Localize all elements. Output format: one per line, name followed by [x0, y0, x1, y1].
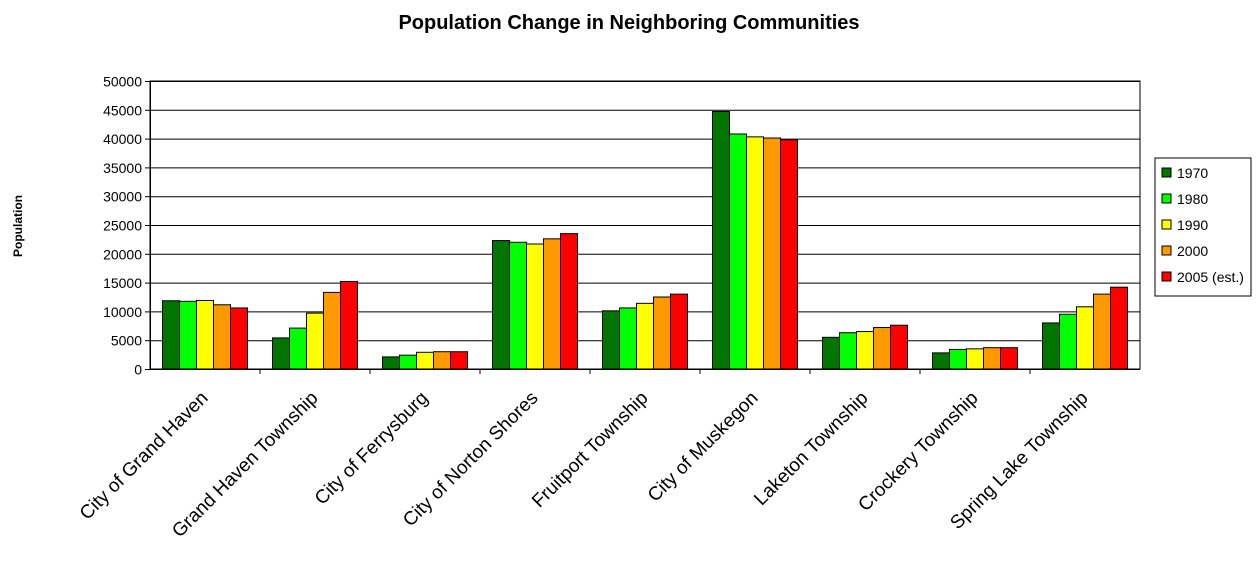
legend-label: 2000	[1177, 243, 1208, 259]
bar	[670, 293, 688, 370]
bar	[839, 332, 857, 370]
y-tick-label: 30000	[103, 189, 142, 205]
legend: 1970 1980 1990 2000 2005 (est.)	[1154, 157, 1252, 297]
bar	[560, 233, 578, 370]
y-tick-label: 0	[134, 362, 142, 378]
bar	[340, 280, 358, 370]
y-axis-label: Population	[11, 195, 25, 257]
y-tick-label: 10000	[103, 304, 142, 320]
bar	[1042, 322, 1060, 370]
y-tick-label: 35000	[103, 160, 142, 176]
bar	[399, 354, 417, 370]
y-tick-labels: 0 5000 10000 15000 20000 25000 30000 35000 40000…	[103, 74, 142, 378]
bar	[162, 300, 180, 370]
bar	[932, 352, 950, 370]
x-tick-label: City of Muskegon	[644, 388, 763, 507]
y-tick-label: 25000	[103, 218, 142, 234]
legend-swatch	[1161, 271, 1172, 282]
bar	[780, 139, 798, 370]
legend-swatch	[1161, 219, 1172, 230]
bar	[526, 243, 544, 370]
bar	[272, 337, 290, 370]
bar	[729, 133, 747, 370]
bar	[1000, 347, 1018, 370]
bar	[433, 351, 451, 370]
legend-swatch	[1161, 167, 1172, 178]
bar	[890, 324, 908, 370]
bar	[1076, 306, 1094, 370]
legend-label: 1980	[1177, 191, 1208, 207]
axes	[145, 81, 1140, 374]
y-tick-label: 50000	[103, 74, 142, 90]
legend-label: 1990	[1177, 217, 1208, 233]
bar	[712, 111, 730, 370]
bar	[230, 307, 248, 370]
bar	[856, 331, 874, 370]
bar	[416, 351, 434, 370]
bar	[983, 347, 1001, 370]
bar	[602, 310, 620, 370]
chart-title: Population Change in Neighboring Communi…	[398, 12, 860, 34]
x-tick-label: Crockery Township	[854, 388, 982, 516]
bar	[543, 238, 561, 370]
y-tick-label: 40000	[103, 131, 142, 147]
bar	[196, 299, 214, 370]
y-tick-label: 15000	[103, 275, 142, 291]
bar	[873, 327, 891, 370]
y-tick-label: 45000	[103, 102, 142, 118]
bar	[1110, 286, 1128, 370]
bar	[382, 356, 400, 370]
y-tick-label: 5000	[111, 333, 142, 349]
legend-label: 1970	[1177, 165, 1208, 181]
y-tick-label: 20000	[103, 246, 142, 262]
bar	[492, 240, 510, 370]
bar	[179, 300, 197, 370]
bar	[306, 312, 324, 370]
bar	[1093, 293, 1111, 370]
bar	[450, 351, 468, 370]
bar	[949, 348, 967, 370]
bars	[162, 111, 1128, 370]
bar	[619, 307, 637, 370]
bar	[636, 302, 654, 370]
bar	[1059, 313, 1077, 370]
bar	[763, 137, 781, 370]
x-tick-label: Laketon Township	[750, 388, 872, 510]
legend-label: 2005 (est.)	[1177, 269, 1244, 285]
bar	[966, 348, 984, 370]
bar	[213, 304, 231, 370]
bar	[509, 241, 527, 370]
legend-swatch	[1161, 245, 1172, 256]
x-tick-label: City of Ferrysburg	[311, 388, 433, 510]
bar	[289, 327, 307, 370]
bar	[653, 296, 671, 370]
x-tick-label: Fruitport Township	[528, 388, 652, 512]
bar	[746, 136, 764, 370]
bar	[822, 336, 840, 370]
bar	[323, 291, 341, 370]
legend-swatch	[1161, 193, 1172, 204]
